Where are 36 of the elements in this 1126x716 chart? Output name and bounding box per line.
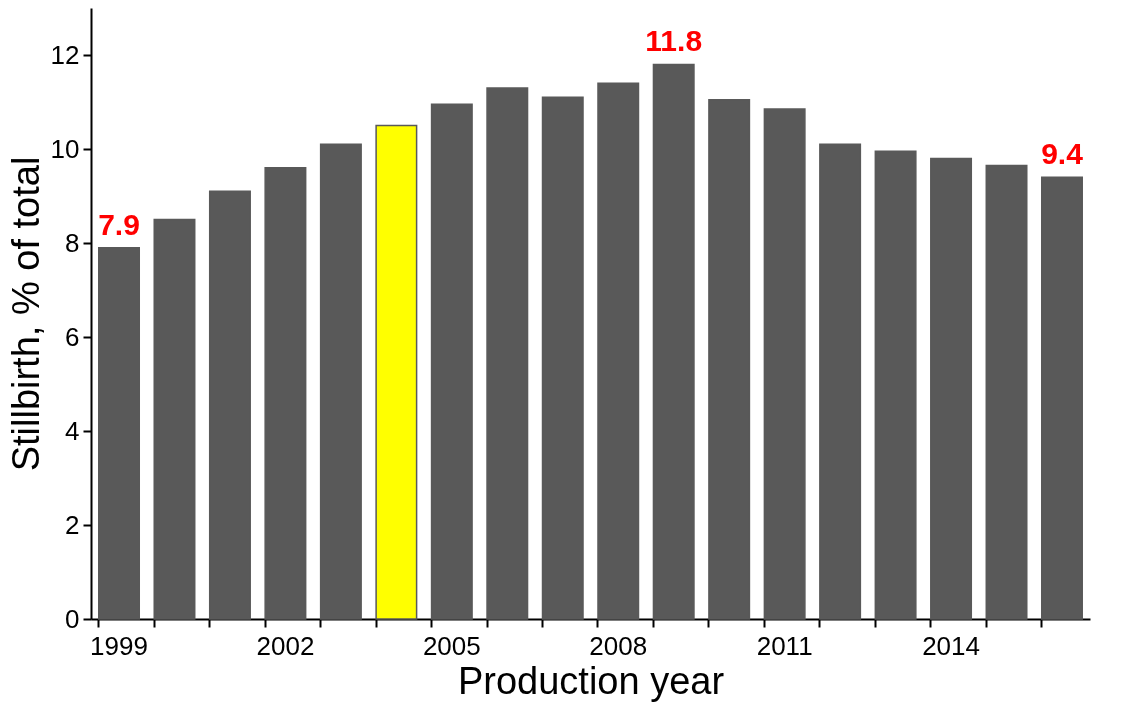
bar [375, 124, 418, 620]
y-axis-title: Stillbirth, % of total [4, 156, 47, 472]
x-tick-label: 2011 [756, 630, 813, 661]
y-tick-label: 8 [65, 227, 80, 258]
bar [597, 82, 640, 620]
bar [985, 164, 1028, 620]
x-tick-label: 2008 [589, 630, 648, 661]
x-tick-label: 2014 [922, 630, 980, 661]
bar [153, 218, 196, 620]
bar [874, 150, 917, 620]
y-tick-label: 2 [65, 509, 80, 540]
y-tick-label: 6 [65, 321, 80, 352]
bar [98, 246, 141, 620]
bar [708, 98, 751, 620]
x-tick-label: 1999 [90, 630, 148, 661]
data-label: 11.8 [645, 24, 703, 58]
bar [208, 190, 251, 620]
y-tick-label: 10 [50, 133, 80, 164]
bar [430, 103, 473, 620]
bar [264, 167, 307, 620]
bar [652, 63, 695, 620]
bar [486, 87, 529, 620]
bar [763, 108, 806, 620]
bar [319, 143, 362, 620]
bar [541, 96, 584, 620]
x-tick-label: 2005 [422, 630, 481, 661]
bar [819, 143, 862, 620]
y-tick-label: 4 [65, 415, 80, 446]
bar [1040, 176, 1083, 620]
y-tick-label: 12 [50, 39, 80, 70]
x-axis-title: Production year [457, 659, 725, 702]
data-label: 7.9 [98, 207, 140, 241]
bar [930, 157, 973, 620]
y-tick-label: 0 [65, 603, 80, 634]
x-tick-label: 2002 [256, 630, 315, 661]
data-label: 9.4 [1041, 137, 1084, 171]
